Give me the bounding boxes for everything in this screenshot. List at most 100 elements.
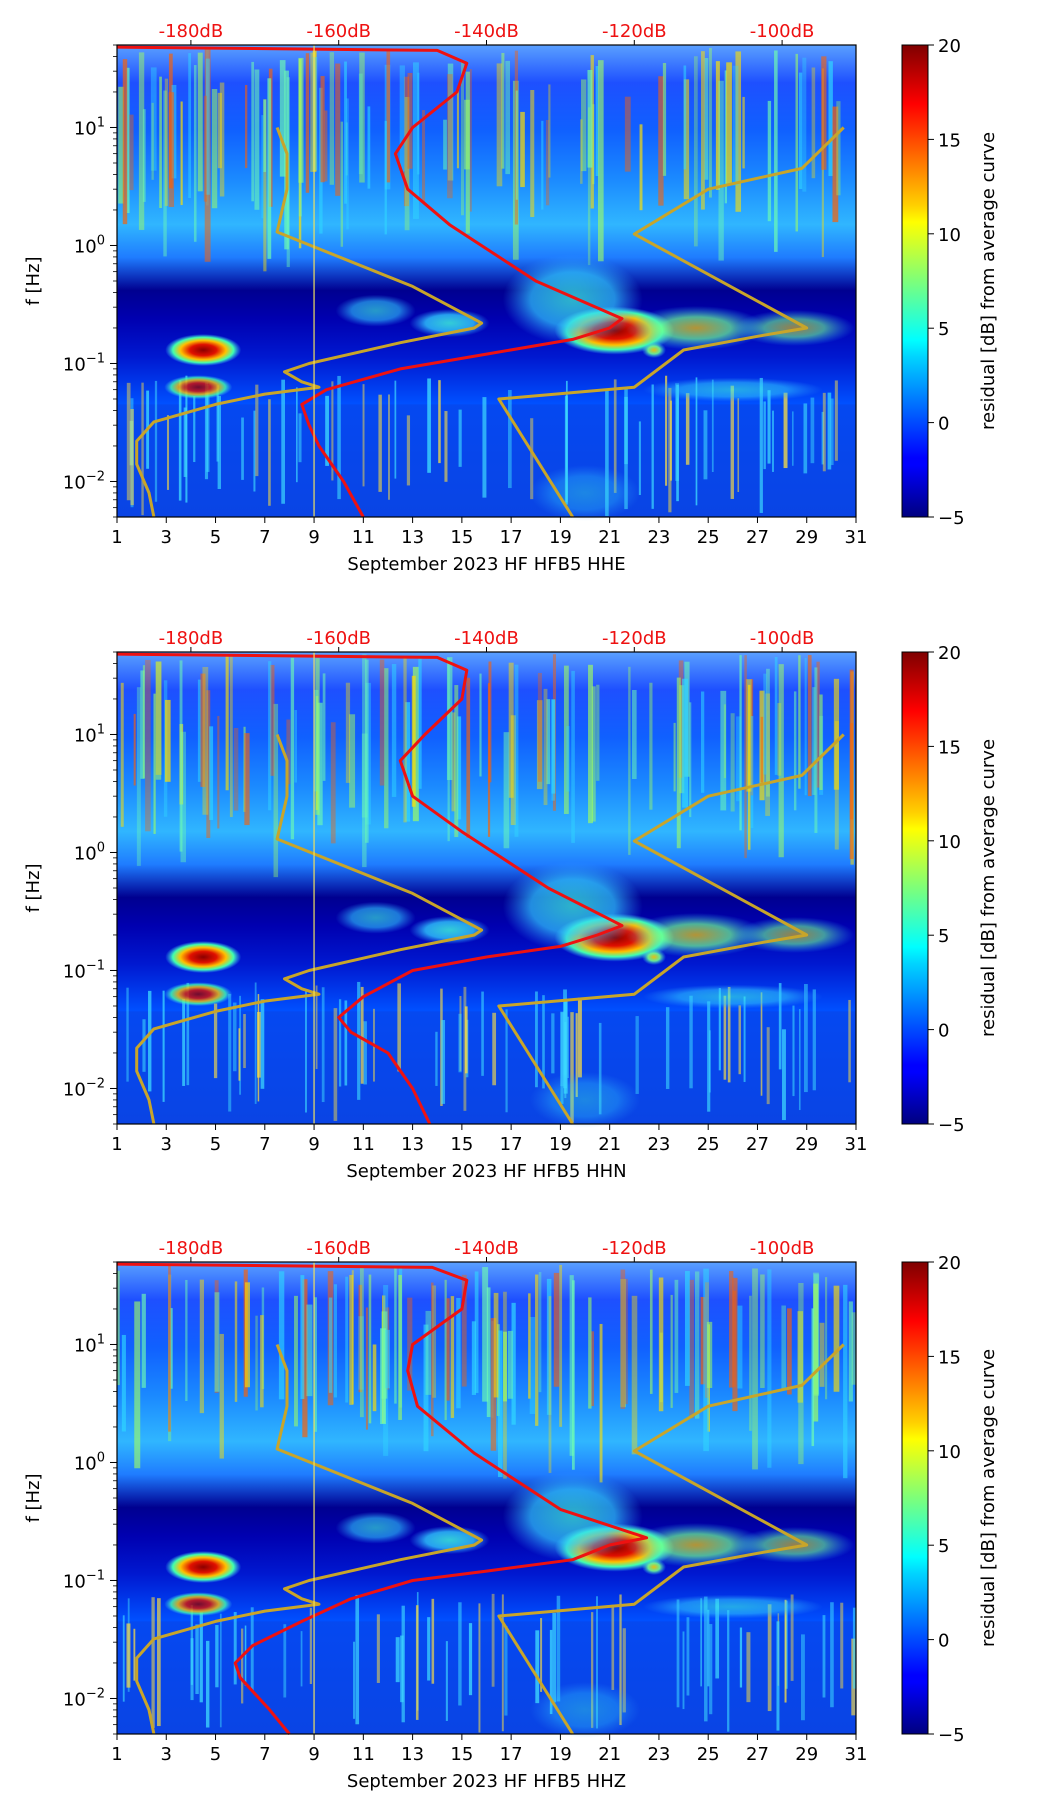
transient-stripe: [464, 1006, 468, 1074]
noise-stripe: [514, 664, 519, 837]
x-tick-label: 11: [352, 1134, 375, 1155]
transient-stripe: [463, 986, 467, 1111]
noise-stripe: [591, 1331, 595, 1407]
noise-stripe: [679, 685, 685, 794]
high-noise-model-curve: [497, 1343, 845, 1735]
transient-stripe: [790, 1594, 794, 1681]
y-tick-label: 10−2: [63, 1076, 105, 1100]
energy-blob: [642, 1594, 823, 1619]
noise-stripe: [795, 53, 799, 232]
x-tick-label: 3: [161, 1744, 172, 1765]
transient-stripe: [508, 390, 512, 489]
plot-area: [116, 1262, 857, 1738]
top-tick-label: -160dB: [306, 1238, 371, 1259]
x-tick-label: 25: [697, 1744, 720, 1765]
noise-stripe: [365, 1307, 368, 1430]
transient-stripe: [822, 392, 826, 472]
transient-stripe: [357, 981, 361, 1100]
noise-stripe: [244, 733, 250, 826]
colorbar-tick-label: 10: [938, 225, 961, 246]
noise-stripe: [812, 687, 816, 795]
transient-stripe: [763, 401, 766, 470]
noise-stripe: [425, 1310, 432, 1395]
noise-stripe: [825, 1277, 828, 1400]
transient-stripe: [213, 1003, 218, 1079]
transient-stripe: [792, 1005, 795, 1097]
noise-stripe: [204, 47, 211, 262]
noise-stripe: [384, 668, 389, 829]
noise-stripe: [140, 670, 145, 779]
noise-stripe: [145, 659, 151, 832]
transient-stripe: [309, 1607, 312, 1685]
noise-stripe: [566, 726, 570, 792]
noise-stripe: [700, 691, 705, 793]
energy-blob: [625, 305, 766, 350]
noise-stripe: [456, 90, 459, 169]
energy-blob: [530, 1681, 641, 1738]
noise-stripe: [328, 1297, 333, 1393]
noise-stripe: [367, 106, 371, 189]
transient-stripe: [435, 1031, 438, 1086]
transient-stripe: [133, 1628, 136, 1681]
transient-stripe: [154, 380, 158, 502]
transient-stripe: [801, 1634, 805, 1721]
transient-stripe: [458, 1013, 462, 1073]
noise-stripe: [197, 52, 203, 192]
x-tick-label: 11: [352, 527, 375, 548]
top-tick-label: -140dB: [454, 628, 519, 649]
noise-stripe: [732, 1277, 738, 1412]
transient-stripe: [321, 987, 325, 1103]
x-tick-label: 17: [500, 1134, 523, 1155]
transient-stripe: [190, 1604, 194, 1685]
transient-stripe: [723, 995, 727, 1080]
noise-stripe: [765, 693, 771, 816]
noise-stripe: [122, 59, 128, 225]
noise-stripe: [828, 61, 833, 177]
noise-stripe: [269, 664, 275, 776]
transient-stripe: [782, 1029, 786, 1121]
noise-stripe: [538, 1272, 542, 1393]
noise-stripe: [774, 50, 778, 252]
noise-stripe: [359, 1267, 364, 1418]
top-axis: -180dB -160dB -140dB -120dB -100dB: [159, 21, 815, 45]
noise-stripe: [706, 1321, 713, 1388]
noise-stripe: [263, 99, 267, 172]
y-tick-label: 101: [74, 1332, 105, 1356]
x-tick-label: 1: [111, 1134, 122, 1155]
transient-stripe: [255, 384, 259, 477]
energy-blob: [165, 941, 242, 974]
energy-blob: [164, 375, 233, 400]
noise-stripe: [365, 659, 369, 843]
top-tick-label: -180dB: [159, 1238, 224, 1259]
average-psd-curve: [116, 1262, 649, 1735]
noise-stripe: [724, 70, 727, 204]
transient-stripe: [542, 995, 545, 1089]
transient-stripe: [193, 396, 196, 463]
noise-stripe: [380, 1328, 386, 1425]
energy-blob: [502, 254, 643, 345]
noise-stripe: [798, 655, 801, 789]
noise-stripe: [168, 1265, 171, 1432]
top-tick-label: -100dB: [750, 21, 815, 42]
transient-stripe: [441, 1020, 446, 1104]
noise-stripe: [403, 658, 407, 823]
transient-stripe: [183, 407, 187, 477]
transient-stripe: [241, 417, 244, 480]
energy-blob: [530, 464, 641, 521]
noise-stripe: [720, 690, 727, 811]
noise-stripe: [694, 1271, 700, 1419]
transient-stripe: [551, 1013, 555, 1074]
noise-stripe: [774, 656, 778, 775]
transient-stripe: [481, 991, 484, 1076]
noise-stripe: [385, 1329, 390, 1389]
noise-stripe: [804, 657, 807, 796]
energy-blob: [164, 1592, 233, 1617]
x-tick-label: 31: [845, 1134, 868, 1155]
noise-stripe: [735, 51, 742, 212]
noise-stripe: [217, 716, 220, 829]
noise-stripe: [254, 69, 260, 210]
x-tick-label: 23: [647, 1744, 670, 1765]
noise-stripe: [164, 78, 169, 206]
x-tick-label: 11: [352, 1744, 375, 1765]
